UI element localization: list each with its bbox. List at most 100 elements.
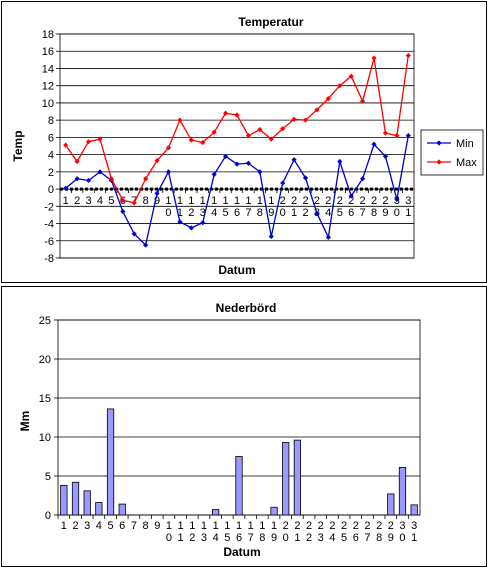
temperature-y-tick-label: 16 (42, 46, 54, 58)
precipitation-x-tick-label: 1 (411, 532, 417, 544)
temperature-x-tick-label: 2 (360, 195, 366, 207)
precipitation-x-tick-label: 8 (376, 532, 382, 544)
precipitation-x-tick-label: 1 (271, 520, 277, 532)
legend-label-min: Min (456, 138, 474, 150)
precipitation-x-tick-label: 1 (259, 520, 265, 532)
data-point-min (234, 161, 240, 167)
data-point-min (200, 220, 206, 226)
data-point-max (325, 96, 331, 102)
precipitation-x-tick-label: 0 (166, 532, 172, 544)
precipitation-x-tick-label: 3 (411, 520, 417, 532)
data-point-min (337, 158, 343, 165)
precipitation-x-tick-label: 1 (248, 520, 254, 532)
precipitation-x-tick-label: 5 (224, 532, 230, 544)
precipitation-x-tick-label: 4 (213, 532, 219, 544)
data-point-max (405, 52, 411, 59)
data-point-min (63, 185, 69, 191)
temperature-chart: Temperatur Datum Temp -8-6-4-20246810121… (11, 15, 484, 277)
temperature-y-tick-label: 12 (42, 81, 54, 93)
data-point-max (188, 137, 194, 143)
precipitation-x-tick-label: 4 (329, 532, 335, 544)
temperature-x-tick-label: 9 (268, 207, 274, 219)
temperature-x-tick-label: 5 (108, 195, 114, 207)
temperature-x-tick-label: 1 (177, 195, 183, 207)
precipitation-x-tick-label: 3 (399, 520, 405, 532)
temperature-x-axis-title: Datum (218, 263, 255, 277)
data-point-max (291, 116, 297, 122)
precipitation-bar (212, 509, 220, 516)
temperature-x-tick-label: 8 (257, 207, 263, 219)
precipitation-x-tick-label: 1 (294, 532, 300, 544)
precipitation-x-tick-label: 7 (364, 532, 370, 544)
precipitation-y-tick-label: 5 (45, 471, 51, 483)
temperature-x-tick-label: 6 (234, 207, 240, 219)
legend-marker-max (436, 159, 442, 165)
precipitation-x-axis-title: Datum (223, 545, 260, 559)
precipitation-x-tick-label: 6 (353, 532, 359, 544)
precipitation-x-tick-label: 2 (341, 520, 347, 532)
temperature-x-tick-label: 7 (245, 207, 251, 219)
precipitation-x-tick-label: 5 (107, 520, 113, 532)
temperature-x-ticks: 1234567891011121314151617181920212223242… (59, 189, 411, 219)
data-point-max (97, 136, 103, 142)
temperature-x-tick-label: 6 (348, 207, 354, 219)
data-point-max (177, 117, 183, 123)
temperature-x-tick-label: 1 (405, 207, 411, 219)
precipitation-y-tick-label: 20 (39, 354, 51, 366)
data-point-min (97, 169, 103, 175)
temperature-x-tick-label: 9 (382, 207, 388, 219)
precipitation-x-tick-label: 0 (283, 532, 289, 544)
precipitation-x-tick-label: 9 (388, 532, 394, 544)
legend-label-max: Max (456, 157, 477, 169)
data-point-max (143, 176, 149, 182)
precipitation-x-tick-label: 1 (178, 532, 184, 544)
temperature-y-tick-label: 10 (42, 98, 54, 110)
data-point-max (74, 158, 80, 165)
precipitation-chart-title: Nederbörd (216, 301, 277, 315)
data-point-min (302, 175, 309, 181)
temperature-y-tick-label: -8 (44, 253, 54, 265)
data-point-min (268, 233, 274, 240)
data-point-min (74, 176, 80, 182)
precipitation-x-tick-label: 3 (201, 532, 207, 544)
precipitation-bar (106, 408, 115, 516)
precipitation-x-tick-label: 2 (388, 520, 394, 532)
precipitation-bar (95, 502, 103, 516)
precipitation-x-tick-label: 2 (318, 520, 324, 532)
precipitation-y-tick-label: 0 (45, 510, 51, 522)
precipitation-y-ticks: 0 5 10 15 20 25 (39, 315, 58, 522)
data-point-min (314, 210, 320, 216)
precipitation-y-axis-title: Mm (18, 411, 32, 432)
temperature-x-tick-label: 2 (291, 195, 297, 207)
data-point-max (63, 142, 69, 148)
temperature-x-tick-label: 0 (394, 207, 400, 219)
temperature-y-tick-label: -4 (44, 219, 54, 231)
temperature-x-tick-label: 3 (200, 207, 206, 219)
precipitation-y-tick-label: 10 (39, 432, 51, 444)
temperature-x-tick-label: 1 (223, 195, 229, 207)
temperature-x-tick-label: 1 (63, 195, 69, 207)
data-point-min (85, 177, 92, 184)
temperature-x-tick-label: 5 (223, 207, 229, 219)
temperature-x-tick-label: 1 (200, 195, 206, 207)
precipitation-x-tick-label: 1 (236, 520, 242, 532)
data-point-min (382, 153, 389, 159)
temperature-plot-area (59, 33, 415, 259)
data-point-min (131, 231, 137, 237)
data-point-min (348, 193, 354, 199)
precipitation-x-tick-label: 2 (294, 520, 300, 532)
temperature-legend: Min Max (420, 129, 484, 176)
data-point-min (360, 176, 366, 182)
precipitation-x-tick-label: 1 (166, 520, 172, 532)
temperature-x-tick-label: 4 (97, 195, 103, 207)
precipitation-x-tick-label: 2 (283, 520, 289, 532)
temperature-x-tick-label: 1 (177, 207, 183, 219)
precipitation-x-tick-label: 3 (84, 520, 90, 532)
temperature-y-axis-title: Temp (11, 130, 25, 161)
temperature-x-tick-label: 1 (165, 195, 171, 207)
precipitation-x-tick-label: 1 (224, 520, 230, 532)
temperature-x-tick-label: 4 (211, 207, 217, 219)
precipitation-bar (71, 481, 80, 516)
temperature-x-tick-label: 2 (314, 195, 320, 207)
